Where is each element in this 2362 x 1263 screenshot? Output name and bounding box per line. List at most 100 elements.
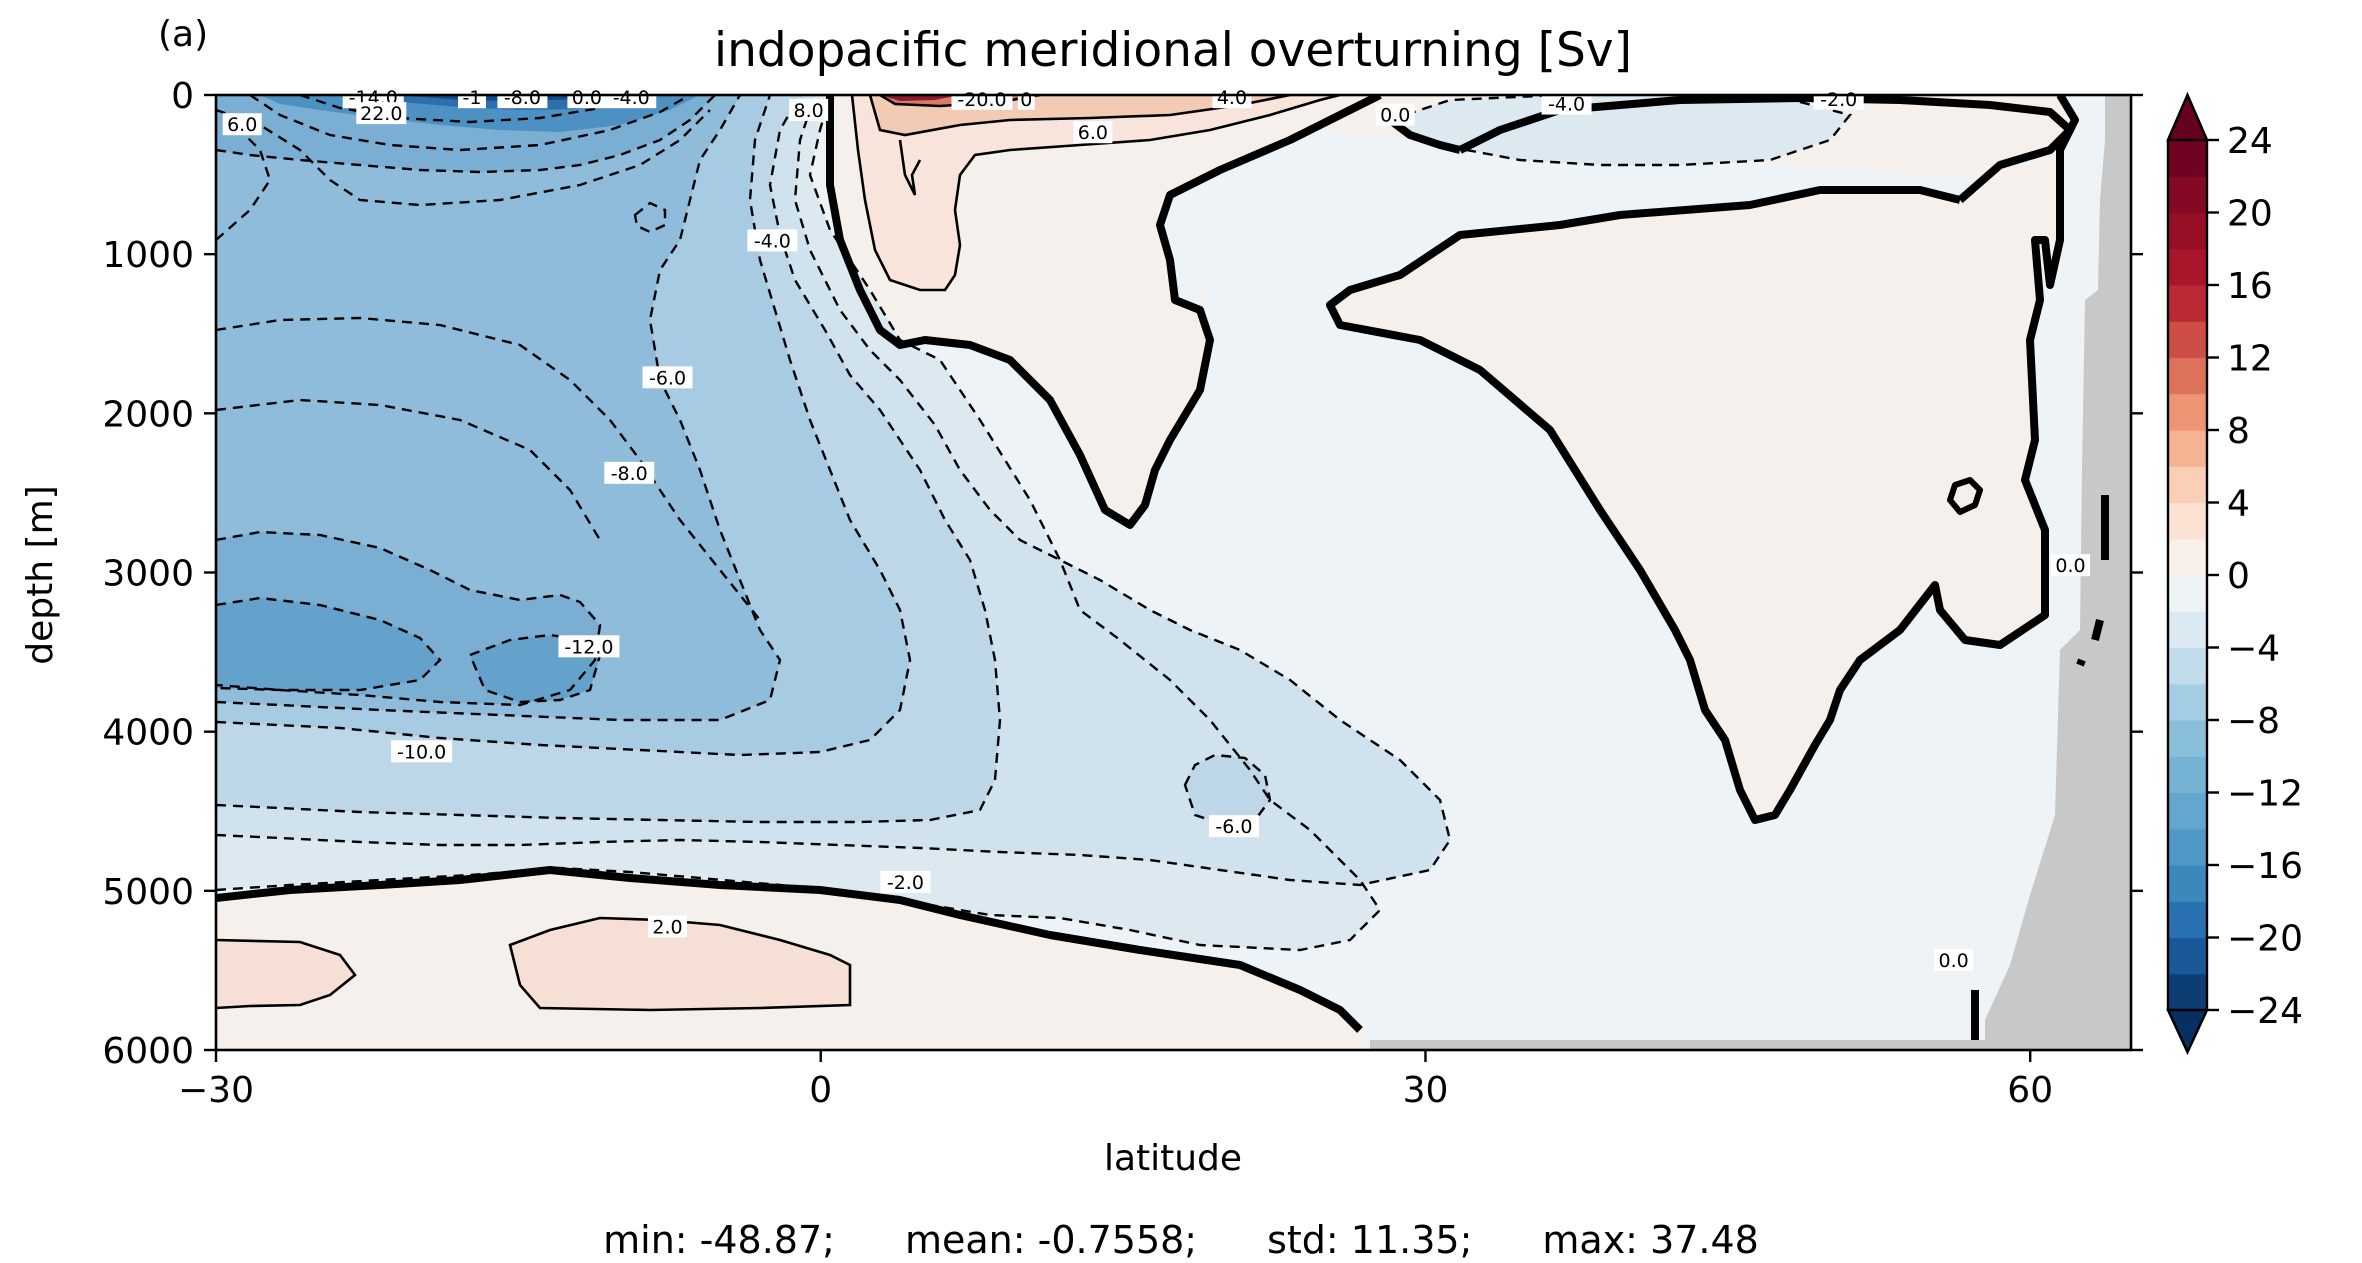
- positive-deep-core-center: [510, 918, 850, 1010]
- contour-label-bg: [604, 461, 655, 484]
- contour-label: -6.0: [1215, 816, 1252, 838]
- zero-contour-north: [1326, 95, 2079, 824]
- colorbar-band: [2168, 248, 2207, 286]
- colorbar-tick-label: 8: [2227, 411, 2250, 452]
- contour-neg6: [216, 95, 1002, 824]
- contour-label: 6.0: [227, 114, 257, 136]
- colorbar-band: [2168, 937, 2207, 975]
- contour-neg14: [216, 596, 442, 692]
- contour-label-bg: [222, 113, 262, 136]
- colorbar: 24 20 16 12 8 4 0 −4 −8 −12 −16 −20 −24: [2166, 91, 2303, 1055]
- zero-contour-equator: [826, 95, 1382, 529]
- contour-neg-surface-d: [216, 124, 272, 241]
- x-tick-label: 60: [2007, 1070, 2053, 1111]
- positive-contour-lines: [216, 95, 1341, 1012]
- positive-equator-cell: [830, 95, 1380, 525]
- contour-label-bg: [1813, 87, 1864, 110]
- contour-label: -8.0: [504, 87, 541, 109]
- contour-label-bg: [497, 86, 548, 109]
- positive-equator-core: [852, 95, 1340, 290]
- contour-label-bg: [880, 870, 931, 893]
- zero-contour-ring: [1947, 477, 1983, 515]
- colorbar-band: [2168, 502, 2207, 540]
- colorbar-band: [2168, 756, 2207, 794]
- contour-label: 6.0: [1078, 122, 1108, 144]
- colorbar-band: [2168, 683, 2207, 721]
- contour-label: -10.0: [397, 741, 446, 763]
- contour-neg4: [216, 95, 1452, 887]
- contour-neg10: [216, 95, 782, 722]
- x-tick-label: 0: [809, 1070, 832, 1111]
- colorbar-tick-label: 12: [2227, 339, 2273, 380]
- colorbar-tick-label: −20: [2227, 919, 2303, 960]
- contour-label: 2.0: [652, 916, 682, 938]
- colorbar-extend-bottom: [2166, 1008, 2209, 1055]
- contour-label: 0.0: [2055, 555, 2085, 577]
- colorbar-band: [2168, 828, 2207, 866]
- colorbar-band: [2168, 285, 2207, 322]
- contour-label-bg: [648, 915, 688, 938]
- contour-label: -2.0: [887, 872, 924, 894]
- y-tick-label: 5000: [102, 872, 194, 913]
- zero-contour-lines: [216, 95, 2109, 1040]
- stats-line: min: -48.87; mean: -0.7558; std: 11.35; max…: [0, 1218, 2362, 1262]
- colorbar-tick-label: 0: [2227, 556, 2250, 597]
- contour-label-bg: [1208, 815, 1259, 838]
- zero-contour-east-stub: [1971, 495, 2109, 1040]
- contour-neg10-b: [216, 316, 761, 621]
- y-tick-label: 0: [171, 76, 194, 117]
- contour-labels: -14.0 -1 -8.0 0.0 -4.0 -20.0 0 4.06.00.0-4.0 -2.…: [222, 86, 2091, 972]
- y-axis-label: depth [m]: [20, 485, 61, 664]
- colorbar-band: [2168, 901, 2207, 939]
- y-tick-label: 2000: [102, 394, 194, 435]
- contour-neg2: [216, 95, 1382, 952]
- contour-label-bg: [1017, 87, 1035, 110]
- contour-label-bg: [2051, 554, 2091, 577]
- colorbar-tick-label: −24: [2227, 991, 2303, 1032]
- panel-label: (a): [158, 14, 208, 55]
- x-tick-label: −30: [178, 1070, 254, 1111]
- contour-neg-surface-b: [249, 95, 691, 152]
- contour-label: -4.0: [613, 87, 650, 109]
- contour-pos-inner: [868, 95, 1291, 137]
- contour-pos-hook: [898, 139, 922, 196]
- stat-min: min: -48.87;: [603, 1218, 835, 1262]
- contour-neg10-c: [216, 398, 602, 541]
- stat-mean: mean: -0.7558;: [904, 1218, 1198, 1262]
- contour-pos2-center: [508, 916, 852, 1012]
- colorbar-tick-label: −8: [2227, 701, 2280, 742]
- chart-title: indopacific meridional overturning [Sv]: [714, 23, 1632, 78]
- contour-neg-surface-a: [216, 108, 711, 207]
- colorbar-tick-label: 16: [2227, 266, 2273, 307]
- colorbar-band: [2168, 720, 2207, 757]
- colorbar-band: [2168, 140, 2207, 177]
- contour-label: 22.0: [360, 103, 402, 125]
- colorbar-band: [2168, 393, 2207, 431]
- colorbar-band: [2168, 321, 2207, 359]
- colorbar-tick-label: −12: [2227, 774, 2303, 815]
- contour-label-bg: [356, 102, 407, 125]
- contour-label: -4.0: [1548, 94, 1585, 116]
- contour-neg-surface-c: [299, 95, 641, 124]
- contour-label-bg: [458, 86, 487, 109]
- contour-pos-equator: [850, 95, 1341, 292]
- contour-label-bg: [391, 740, 453, 763]
- contour-neg12: [216, 95, 716, 174]
- neg-level-14: [216, 598, 440, 690]
- contour-pos2-west: [216, 938, 357, 1010]
- contour-label-bg: [1934, 948, 1974, 971]
- positive-surface-north: [828, 95, 2075, 820]
- contour-label: 4.0: [1217, 87, 1247, 109]
- colorbar-band: [2168, 430, 2207, 467]
- contour-label-bg: [567, 86, 607, 109]
- contour-label-bg: [789, 98, 829, 121]
- colorbar-band: [2168, 792, 2207, 830]
- colorbar-extend-top: [2166, 91, 2209, 142]
- contour-label-bg: [1541, 92, 1592, 115]
- contour-label: 0.0: [1939, 950, 1969, 972]
- contour-label-bg: [606, 86, 657, 109]
- y-tick-label: 3000: [102, 554, 194, 595]
- positive-deep-core-west: [216, 940, 355, 1008]
- plot-area: [216, 95, 2131, 1050]
- colorbar-tick-label: −16: [2227, 846, 2303, 887]
